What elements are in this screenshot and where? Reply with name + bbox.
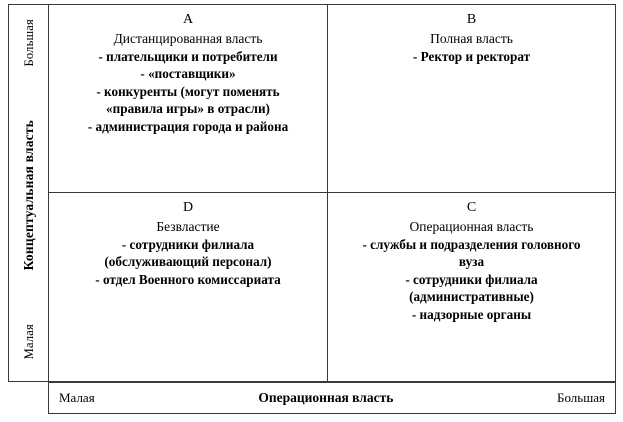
quadrant-a-items: - плательщики и потребители - «поставщик…: [55, 48, 321, 135]
matrix-frame: Большая Концептуальная власть Малая A Ди…: [8, 4, 616, 382]
horizontal-axis-high-label: Большая: [557, 390, 605, 405]
horizontal-axis-low-label: Малая: [59, 390, 95, 405]
vertical-axis-low-label: Малая: [21, 323, 36, 359]
list-item: (административные): [409, 289, 534, 305]
vertical-axis-high-label: Большая: [21, 19, 36, 67]
list-item: - службы и подразделения головного: [362, 237, 581, 253]
quadrant-c-items: - службы и подразделения головного вуза …: [334, 236, 609, 323]
list-item: - Ректор и ректорат: [412, 49, 531, 65]
quadrant-a: A Дистанцированная власть - плательщики …: [49, 5, 328, 193]
quadrant-c-letter: C: [466, 200, 477, 215]
horizontal-axis: Малая Операционная власть Большая: [48, 382, 616, 414]
quadrant-c-title: Операционная власть: [409, 218, 534, 234]
quadrant-d-items: - сотрудники филиала (обслуживающий перс…: [55, 236, 321, 288]
list-item: - «поставщики»: [140, 66, 236, 82]
list-item: - сотрудники филиала: [405, 271, 538, 287]
list-item: - администрация города и района: [87, 118, 289, 134]
quadrant-a-title: Дистанцированная власть: [113, 30, 263, 46]
quadrant-d: D Безвластие - сотрудники филиала (обслу…: [49, 193, 328, 381]
quadrant-d-title: Безвластие: [156, 218, 220, 234]
vertical-axis-title: Концептуальная власть: [21, 119, 37, 271]
list-item: - сотрудники филиала: [121, 237, 255, 253]
quadrant-grid: A Дистанцированная власть - плательщики …: [49, 5, 615, 381]
list-item: - надзорные органы: [411, 306, 532, 322]
list-item: - плательщики и потребители: [98, 49, 278, 65]
horizontal-axis-title: Операционная власть: [258, 390, 394, 405]
quadrant-d-letter: D: [182, 200, 194, 215]
quadrant-a-letter: A: [182, 12, 194, 27]
quadrant-b: B Полная власть - Ректор и ректорат: [328, 5, 615, 193]
quadrant-b-items: - Ректор и ректорат: [334, 48, 609, 65]
vertical-axis: Большая Концептуальная власть Малая: [9, 5, 49, 381]
quadrant-b-letter: B: [466, 12, 477, 27]
list-item: «правила игры» в отрасли): [106, 101, 270, 117]
list-item: - отдел Военного комиссариата: [95, 271, 281, 287]
quadrant-c: C Операционная власть - службы и подразд…: [328, 193, 615, 381]
list-item: - конкуренты (могут поменять: [96, 83, 280, 99]
quadrant-b-title: Полная власть: [430, 30, 513, 46]
list-item: вуза: [458, 254, 485, 270]
list-item: (обслуживающий персонал): [104, 254, 272, 270]
